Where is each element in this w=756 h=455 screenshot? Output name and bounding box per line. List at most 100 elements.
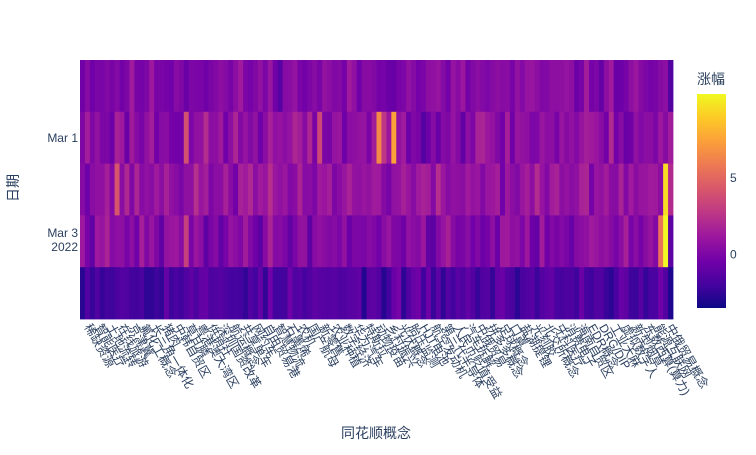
heatmap-cell bbox=[500, 60, 506, 113]
heatmap-cell bbox=[218, 267, 224, 320]
heatmap-cell bbox=[114, 111, 120, 164]
heatmap-cell bbox=[188, 111, 195, 164]
heatmap-cell bbox=[628, 163, 634, 216]
heatmap-cell bbox=[663, 267, 669, 320]
heatmap-cell bbox=[529, 267, 536, 320]
heatmap-cell bbox=[603, 163, 610, 216]
heatmap-cell bbox=[653, 267, 659, 320]
heatmap-cell bbox=[327, 111, 333, 164]
heatmap-cell bbox=[539, 267, 545, 320]
heatmap-cell bbox=[164, 60, 170, 113]
heatmap-cell bbox=[504, 111, 511, 164]
heatmap-cell bbox=[223, 215, 229, 268]
heatmap-cell bbox=[381, 215, 387, 268]
heatmap-cell bbox=[149, 163, 155, 216]
heatmap-cell bbox=[534, 60, 540, 113]
heatmap-cell bbox=[470, 163, 476, 216]
heatmap-cell bbox=[272, 111, 279, 164]
heatmap-cell bbox=[277, 267, 284, 320]
heatmap-cell bbox=[450, 163, 456, 216]
heatmap-cell bbox=[114, 60, 120, 113]
heatmap-cell bbox=[119, 111, 125, 164]
heatmap-cell bbox=[554, 163, 560, 216]
heatmap-cell bbox=[396, 163, 402, 216]
heatmap-cell bbox=[282, 111, 288, 164]
y-tick-label: Mar 3 2022 bbox=[47, 226, 78, 254]
heatmap-cell bbox=[534, 163, 540, 216]
heatmap-cell bbox=[435, 163, 442, 216]
heatmap-cell bbox=[307, 111, 313, 164]
heatmap-cell bbox=[381, 163, 387, 216]
heatmap-cell bbox=[480, 215, 486, 268]
heatmap-cell bbox=[514, 60, 521, 113]
heatmap-cell bbox=[198, 60, 204, 113]
heatmap-cell bbox=[574, 60, 580, 113]
heatmap-cell bbox=[519, 215, 526, 268]
heatmap-cell bbox=[445, 215, 452, 268]
heatmap-cell bbox=[252, 163, 259, 216]
heatmap-cell bbox=[351, 60, 358, 113]
heatmap-cell bbox=[564, 60, 570, 113]
heatmap-cell bbox=[618, 111, 624, 164]
heatmap-cell bbox=[628, 267, 634, 320]
heatmap-cell bbox=[168, 163, 175, 216]
heatmap-cell bbox=[598, 215, 605, 268]
heatmap-cell bbox=[238, 215, 244, 268]
heatmap-cell bbox=[653, 111, 659, 164]
heatmap-cell bbox=[430, 111, 437, 164]
heatmap-cell bbox=[228, 215, 234, 268]
heatmap-cell bbox=[243, 215, 249, 268]
heatmap-cell bbox=[99, 163, 106, 216]
heatmap-cell bbox=[554, 60, 560, 113]
heatmap-cell bbox=[391, 111, 397, 164]
heatmap-cell bbox=[598, 267, 605, 320]
heatmap-cell bbox=[228, 267, 234, 320]
heatmap-cell bbox=[198, 267, 204, 320]
heatmap-cell bbox=[366, 111, 372, 164]
heatmap-cell bbox=[312, 267, 318, 320]
heatmap-cell bbox=[351, 215, 358, 268]
heatmap-cell bbox=[623, 163, 629, 216]
heatmap-cell bbox=[327, 163, 333, 216]
heatmap-cell bbox=[519, 111, 526, 164]
heatmap-cell bbox=[564, 111, 570, 164]
heatmap-cell bbox=[475, 215, 481, 268]
heatmap-cell bbox=[243, 60, 249, 113]
heatmap-cell bbox=[445, 60, 452, 113]
heatmap-cell bbox=[653, 215, 659, 268]
heatmap-cell bbox=[257, 267, 264, 320]
heatmap-cell bbox=[312, 111, 318, 164]
heatmap-cell bbox=[351, 267, 358, 320]
heatmap-cell bbox=[371, 267, 377, 320]
heatmap-cell bbox=[643, 215, 649, 268]
heatmap-cell bbox=[188, 215, 195, 268]
heatmap-cell bbox=[356, 163, 363, 216]
heatmap-cell bbox=[154, 215, 160, 268]
heatmap-cell bbox=[193, 267, 199, 320]
heatmap-cell bbox=[361, 163, 368, 216]
heatmap-cell bbox=[376, 267, 382, 320]
heatmap-cell bbox=[485, 111, 491, 164]
heatmap-cell bbox=[109, 111, 115, 164]
heatmap-cell bbox=[168, 215, 175, 268]
heatmap-cell bbox=[544, 163, 550, 216]
heatmap-cell bbox=[509, 215, 516, 268]
heatmap-cell bbox=[584, 267, 590, 320]
heatmap-cell bbox=[149, 111, 155, 164]
heatmap-cell bbox=[297, 60, 303, 113]
heatmap-cell bbox=[653, 60, 659, 113]
heatmap-cell bbox=[593, 111, 600, 164]
heatmap-cell bbox=[509, 163, 516, 216]
heatmap-cell bbox=[257, 163, 264, 216]
heatmap-cell bbox=[371, 111, 377, 164]
heatmap-cell bbox=[109, 215, 115, 268]
heatmap-cell bbox=[134, 60, 140, 113]
heatmap-cell bbox=[139, 163, 145, 216]
heatmap-cell bbox=[80, 267, 86, 320]
heatmap-cell bbox=[173, 215, 180, 268]
heatmap-cell bbox=[455, 215, 461, 268]
heatmap-cell bbox=[238, 267, 244, 320]
heatmap-cell bbox=[559, 111, 565, 164]
heatmap-cell bbox=[618, 267, 624, 320]
